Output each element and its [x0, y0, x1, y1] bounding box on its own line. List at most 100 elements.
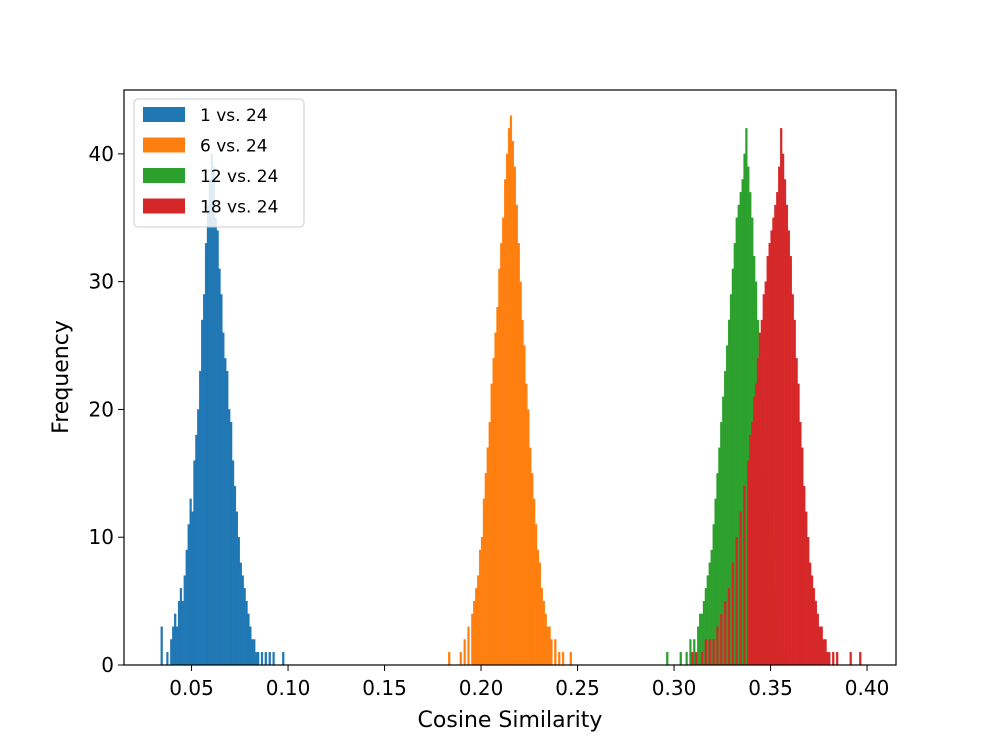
bar-series-4-11 — [735, 537, 738, 666]
bar-series-3-30 — [745, 128, 748, 666]
bar-series-1-36 — [235, 511, 239, 666]
bar-series-3-2 — [685, 652, 688, 666]
bar-series-2-33 — [527, 409, 530, 666]
bar-series-1-27 — [218, 268, 221, 666]
bar-series-2-6 — [475, 588, 478, 666]
bar-series-1-10 — [185, 549, 188, 666]
bar-series-2-29 — [519, 281, 522, 666]
bar-series-4-33 — [783, 179, 787, 666]
bar-series-4-54 — [824, 639, 827, 666]
bar-series-2-35 — [531, 473, 534, 666]
legend-swatch-3 — [143, 168, 185, 183]
bar-series-1-4 — [174, 613, 177, 666]
legend-label-2: 6 vs. 24 — [200, 137, 268, 157]
x-axis-ticks: 0.05 0.10 0.15 0.20 0.25 0.30 0.35 0.40 — [169, 665, 889, 700]
bar-series-2-7 — [477, 575, 480, 666]
bar-series-4-49 — [814, 600, 818, 666]
bar-series-1-1 — [166, 652, 169, 666]
plot-frame — [123, 89, 897, 666]
bar-series-2-25 — [511, 140, 515, 666]
bar-series-1-2 — [170, 639, 173, 666]
bar-series-4-41 — [799, 422, 802, 666]
x-tick-label: 0.20 — [459, 676, 504, 700]
bar-series-1-51 — [272, 652, 275, 666]
bar-series-2-46 — [554, 639, 557, 666]
bar-series-1-26 — [216, 230, 219, 666]
bar-series-1-23 — [210, 153, 213, 666]
bar-series-4-57 — [832, 652, 835, 666]
bar-series-4-18 — [754, 383, 758, 666]
bar-series-1-5 — [175, 626, 179, 666]
bar-series-2-48 — [561, 652, 565, 666]
bar-series-1-29 — [222, 332, 225, 666]
bar-series-1-21 — [206, 204, 210, 666]
bar-series-1-45 — [253, 639, 256, 666]
bar-series-1-39 — [241, 575, 244, 666]
bar-series-4-44 — [805, 511, 808, 666]
bar-series-3-20 — [726, 345, 729, 666]
series-4-bars — [691, 128, 862, 666]
bar-series-3-18 — [722, 396, 725, 666]
bar-series-3-26 — [737, 204, 740, 666]
bar-series-3-16 — [718, 447, 721, 666]
y-tick-label: 40 — [89, 142, 114, 166]
y-axis-label: Frequency — [49, 320, 74, 434]
bar-series-4-28 — [774, 204, 777, 666]
bar-series-4-42 — [801, 447, 804, 666]
bar-series-2-16 — [494, 332, 497, 666]
bar-series-2-11 — [484, 473, 487, 666]
bar-series-3-4 — [693, 639, 696, 666]
bar-series-4-52 — [820, 626, 823, 666]
bar-series-1-7 — [179, 588, 183, 666]
bar-series-1-48 — [260, 652, 264, 666]
bar-series-1-22 — [208, 179, 211, 666]
bar-series-4-39 — [795, 358, 798, 666]
bar-series-4-17 — [753, 396, 756, 666]
bar-series-2-31 — [523, 345, 526, 666]
bar-series-1-24 — [212, 166, 215, 666]
bar-series-4-10 — [731, 562, 735, 666]
bar-series-4-8 — [724, 600, 727, 666]
legend-label-4: 18 vs. 24 — [200, 198, 278, 218]
bar-series-2-26 — [513, 166, 516, 666]
bar-series-3-0 — [666, 652, 669, 666]
bar-series-4-43 — [803, 485, 806, 666]
bar-series-4-35 — [787, 230, 790, 666]
bar-series-4-5 — [712, 639, 715, 666]
bar-series-2-3 — [467, 626, 470, 666]
bar-series-2-20 — [502, 217, 505, 666]
bar-series-1-16 — [197, 409, 200, 666]
bar-series-1-37 — [237, 537, 240, 666]
bar-series-4-53 — [822, 639, 825, 666]
bar-series-4-32 — [781, 153, 785, 666]
y-axis-ticks: 0 10 20 30 40 — [89, 142, 124, 677]
bar-series-4-9 — [727, 588, 731, 666]
bar-series-1-34 — [231, 460, 235, 666]
bar-series-2-44 — [548, 626, 551, 666]
bar-series-4-36 — [789, 255, 792, 666]
bar-series-2-2 — [463, 639, 466, 666]
bar-series-2-37 — [534, 524, 538, 666]
bar-series-1-52 — [282, 652, 285, 666]
bar-series-1-14 — [193, 460, 196, 666]
y-tick-label: 10 — [89, 525, 114, 549]
bar-series-4-19 — [756, 358, 760, 666]
bar-series-4-15 — [749, 434, 752, 666]
y-tick-label: 20 — [89, 397, 114, 421]
bar-series-1-44 — [251, 639, 254, 666]
bar-series-2-4 — [471, 613, 474, 666]
bar-series-1-46 — [255, 652, 258, 666]
bar-series-3-24 — [733, 243, 736, 666]
bar-series-3-8 — [702, 600, 706, 666]
bar-series-2-14 — [490, 383, 493, 666]
bar-series-4-1 — [695, 652, 698, 666]
bar-series-4-23 — [764, 281, 767, 666]
bar-series-2-43 — [546, 626, 549, 666]
bar-series-1-41 — [245, 600, 248, 666]
bar-series-4-30 — [778, 166, 781, 666]
bar-series-2-49 — [569, 652, 572, 666]
bar-series-1-50 — [268, 652, 271, 666]
bar-series-2-19 — [500, 243, 503, 666]
bar-series-4-37 — [791, 294, 794, 666]
bar-series-4-14 — [747, 460, 750, 666]
